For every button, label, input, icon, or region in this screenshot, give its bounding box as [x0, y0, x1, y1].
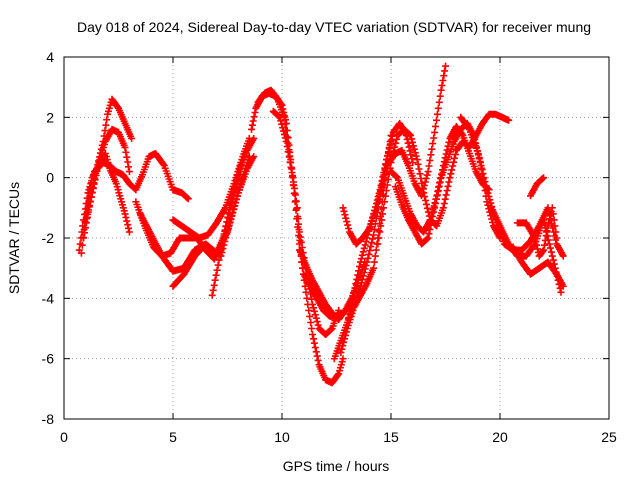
x-tick-label: 20 — [492, 429, 508, 445]
plus-marks — [527, 174, 548, 200]
series-track-24 — [509, 243, 567, 290]
x-tick-label: 10 — [274, 429, 290, 445]
plus-marks — [509, 243, 567, 290]
series-track-13 — [269, 107, 343, 338]
y-tick-label: -8 — [42, 411, 55, 427]
x-tick-label: 15 — [383, 429, 399, 445]
series-track-10 — [217, 153, 258, 260]
y-tick-label: 0 — [46, 170, 54, 186]
x-tick-label: 5 — [169, 429, 177, 445]
y-tick-label: -6 — [42, 351, 55, 367]
x-tick-label: 25 — [601, 429, 617, 445]
plus-marks — [82, 125, 133, 227]
y-axis-title: SDTVAR / TECUs — [6, 182, 22, 294]
plus-marks — [217, 153, 258, 260]
series-track-26 — [527, 174, 548, 200]
series-track-25 — [513, 204, 561, 260]
plus-marks — [169, 240, 218, 290]
y-tick-label: -2 — [42, 230, 55, 246]
x-axis-title: GPS time / hours — [283, 458, 390, 474]
series-track-4 — [82, 125, 133, 227]
plus-marks — [269, 107, 343, 338]
grid-lines — [64, 57, 609, 419]
series-track-8 — [169, 240, 218, 290]
y-tick-label: 4 — [46, 49, 54, 65]
data-marks — [75, 62, 567, 387]
axis-ticks: 0 5 10 15 20 25 -8 -6 -4 -2 0 2 4 — [42, 49, 617, 445]
plus-marks — [513, 204, 561, 260]
x-tick-label: 0 — [60, 429, 68, 445]
y-tick-label: 2 — [46, 109, 54, 125]
chart-title: Day 018 of 2024, Sidereal Day-to-day VTE… — [77, 19, 591, 35]
y-tick-label: -4 — [42, 290, 55, 306]
